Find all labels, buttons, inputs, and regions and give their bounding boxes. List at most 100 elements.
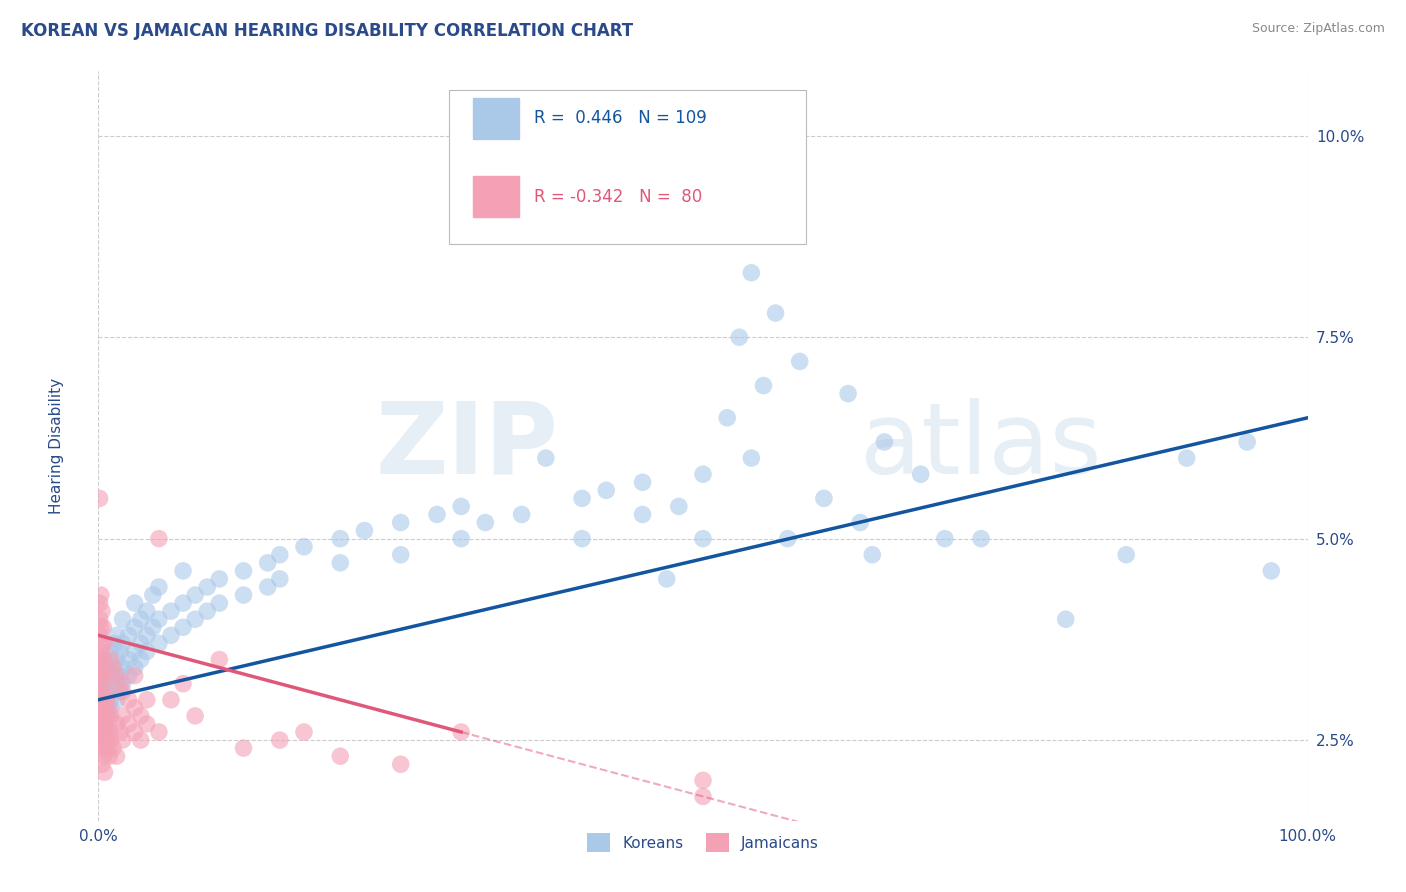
Point — [269, 548, 291, 562]
Point — [91, 709, 114, 723]
Point — [108, 725, 131, 739]
Point — [91, 709, 114, 723]
Point — [100, 644, 122, 658]
Point — [474, 516, 496, 530]
Point — [90, 733, 112, 747]
Text: Hearing Disability: Hearing Disability — [49, 378, 63, 514]
Point — [93, 652, 115, 666]
Point — [148, 725, 170, 739]
Point — [208, 652, 231, 666]
Point — [148, 612, 170, 626]
Point — [172, 564, 194, 578]
Point — [108, 684, 131, 698]
Point — [195, 604, 218, 618]
Point — [631, 508, 654, 522]
Point — [135, 604, 157, 618]
Point — [100, 733, 122, 747]
Point — [124, 660, 146, 674]
Point — [111, 684, 134, 698]
Point — [103, 636, 125, 650]
Legend: Koreans, Jamaicans: Koreans, Jamaicans — [581, 827, 825, 858]
Point — [90, 588, 112, 602]
Point — [124, 596, 146, 610]
Point — [100, 693, 122, 707]
Point — [91, 636, 114, 650]
Point — [94, 701, 117, 715]
Point — [89, 676, 111, 690]
Point — [98, 749, 121, 764]
Point — [129, 709, 152, 723]
Point — [108, 644, 131, 658]
Point — [534, 451, 557, 466]
Point — [90, 684, 112, 698]
Point — [184, 709, 207, 723]
Point — [93, 693, 115, 707]
Point — [98, 725, 121, 739]
Point — [93, 668, 115, 682]
Point — [292, 540, 315, 554]
Point — [256, 556, 278, 570]
Text: R =  0.446   N = 109: R = 0.446 N = 109 — [534, 109, 706, 128]
Point — [129, 733, 152, 747]
Point — [692, 789, 714, 804]
Point — [96, 709, 118, 723]
Point — [108, 668, 131, 682]
Point — [91, 676, 114, 690]
Point — [934, 532, 956, 546]
Point — [668, 500, 690, 514]
Point — [595, 483, 617, 498]
Point — [148, 580, 170, 594]
Point — [118, 717, 141, 731]
Point — [89, 612, 111, 626]
Point — [111, 676, 134, 690]
Point — [97, 701, 120, 715]
Point — [90, 701, 112, 715]
Point — [740, 266, 762, 280]
Point — [160, 628, 183, 642]
Point — [160, 693, 183, 707]
Point — [118, 668, 141, 682]
Point — [389, 548, 412, 562]
Point — [100, 668, 122, 682]
Text: ZIP: ZIP — [375, 398, 558, 494]
Point — [93, 765, 115, 780]
Point — [90, 717, 112, 731]
Point — [105, 668, 128, 682]
Point — [692, 532, 714, 546]
Point — [232, 564, 254, 578]
Point — [776, 532, 799, 546]
Point — [129, 652, 152, 666]
Point — [728, 330, 751, 344]
Point — [91, 709, 114, 723]
Point — [184, 588, 207, 602]
Point — [96, 693, 118, 707]
Point — [89, 709, 111, 723]
Point — [96, 733, 118, 747]
Point — [94, 725, 117, 739]
Point — [142, 588, 165, 602]
Point — [1054, 612, 1077, 626]
Point — [90, 644, 112, 658]
Point — [96, 660, 118, 674]
Point — [118, 628, 141, 642]
Point — [103, 660, 125, 674]
Point — [765, 306, 787, 320]
Point — [96, 709, 118, 723]
Point — [111, 660, 134, 674]
Point — [124, 668, 146, 682]
Point — [124, 701, 146, 715]
Point — [93, 717, 115, 731]
Point — [89, 596, 111, 610]
Point — [172, 620, 194, 634]
Point — [329, 556, 352, 570]
Point — [571, 532, 593, 546]
Point — [450, 725, 472, 739]
Point — [740, 451, 762, 466]
Point — [124, 725, 146, 739]
Point — [91, 693, 114, 707]
Point — [329, 749, 352, 764]
Point — [450, 500, 472, 514]
Point — [91, 652, 114, 666]
Point — [142, 620, 165, 634]
Point — [90, 668, 112, 682]
